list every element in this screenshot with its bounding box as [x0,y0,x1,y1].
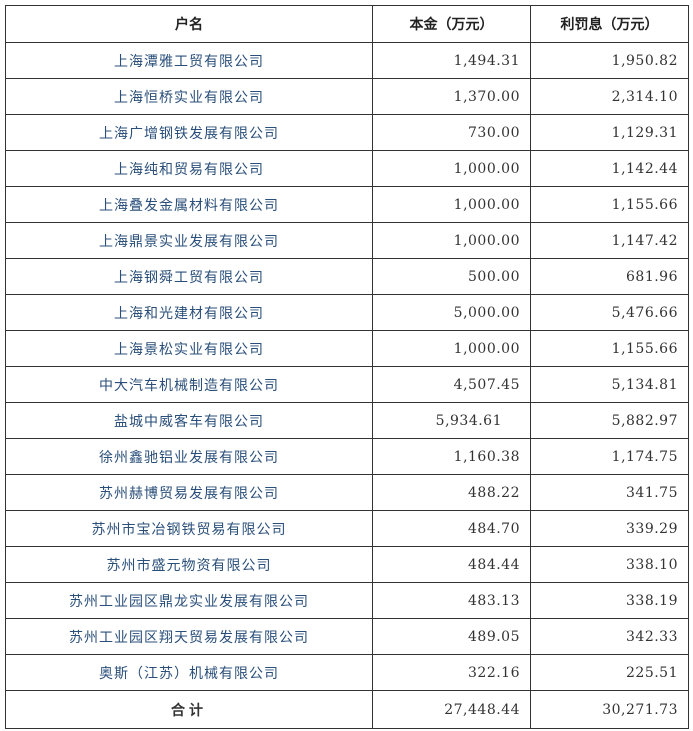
table-row: 上海叠发金属材料有限公司 1,000.00 1,155.66 [5,186,689,223]
company-name: 上海广增钢铁发展有限公司 [5,114,373,151]
table-row: 中大汽车机械制造有限公司 4,507.45 5,134.81 [5,366,689,403]
table-row: 苏州工业园区鼎龙实业发展有限公司 483.13 338.19 [5,582,689,619]
amount-cell: 1,000.00 [372,222,531,259]
amount-cell: 1,155.66 [530,330,689,367]
company-name: 奥斯（江苏）机械有限公司 [5,654,373,691]
amount-cell: 4,507.45 [372,366,531,403]
table-row: 上海广增钢铁发展有限公司 730.00 1,129.31 [5,114,689,151]
company-name: 盐城中威客车有限公司 [5,402,373,439]
company-name: 上海景松实业有限公司 [5,330,373,367]
amount-cell: 500.00 [372,258,531,295]
amount-cell: 5,882.97 [530,402,689,439]
table-body: 上海潭雅工贸有限公司 1,494.31 1,950.82 上海恒桥实业有限公司 1,37… [5,42,689,729]
company-name: 中大汽车机械制造有限公司 [5,366,373,403]
company-name: 上海和光建材有限公司 [5,294,373,331]
table-row: 上海鼎景实业发展有限公司 1,000.00 1,147.42 [5,222,689,259]
amount-cell: 1,000.00 [372,186,531,223]
amount-cell: 338.19 [530,582,689,619]
table-row: 盐城中威客车有限公司 5,934.61 5,882.97 [5,402,689,439]
amount-cell: 1,950.82 [530,42,689,79]
amount-cell: 322.16 [372,654,531,691]
amount-cell: 484.44 [372,546,531,583]
table-row: 苏州市盛元物资有限公司 484.44 338.10 [5,546,689,583]
table-row: 上海和光建材有限公司 5,000.00 5,476.66 [5,294,689,331]
header-cell: 本金（万元） [372,5,531,43]
amount-cell: 342.33 [530,618,689,655]
amount-cell: 339.29 [530,510,689,547]
amount-cell: 489.05 [372,618,531,655]
amount-cell: 1,174.75 [530,438,689,475]
table-row: 苏州工业园区翔天贸易发展有限公司 489.05 342.33 [5,618,689,655]
table-row: 苏州市宝冶钢铁贸易有限公司 484.70 339.29 [5,510,689,547]
amount-cell: 1,147.42 [530,222,689,259]
company-name: 苏州工业园区翔天贸易发展有限公司 [5,618,373,655]
amount-cell: 1,129.31 [530,114,689,151]
table-row: 上海恒桥实业有限公司 1,370.00 2,314.10 [5,78,689,115]
company-name: 上海钢舜工贸有限公司 [5,258,373,295]
table-row: 上海钢舜工贸有限公司 500.00 681.96 [5,258,689,295]
amount-cell: 484.70 [372,510,531,547]
amount-cell: 681.96 [530,258,689,295]
amount-cell: 1,000.00 [372,150,531,187]
total-amount: 30,271.73 [530,690,689,729]
amount-cell: 1,142.44 [530,150,689,187]
amount-cell: 341.75 [530,474,689,511]
table-row: 上海潭雅工贸有限公司 1,494.31 1,950.82 [5,42,689,79]
total-amount: 27,448.44 [372,690,531,729]
amount-cell: 488.22 [372,474,531,511]
amount-cell: 225.51 [530,654,689,691]
amount-cell: 5,134.81 [530,366,689,403]
company-name: 上海鼎景实业发展有限公司 [5,222,373,259]
company-name: 苏州工业园区鼎龙实业发展有限公司 [5,582,373,619]
table-row: 上海景松实业有限公司 1,000.00 1,155.66 [5,330,689,367]
amount-cell: 483.13 [372,582,531,619]
company-name: 苏州市盛元物资有限公司 [5,546,373,583]
table-row: 苏州赫博贸易发展有限公司 488.22 341.75 [5,474,689,511]
header-cell: 利罚息（万元） [530,5,689,43]
amount-cell: 5,000.00 [372,294,531,331]
table-row: 上海纯和贸易有限公司 1,000.00 1,142.44 [5,150,689,187]
total-row: 合计 27,448.44 30,271.73 [5,690,689,729]
header-cell: 户名 [5,5,373,43]
company-name: 苏州赫博贸易发展有限公司 [5,474,373,511]
amount-cell: 1,494.31 [372,42,531,79]
amount-cell: 5,476.66 [530,294,689,331]
company-name: 上海叠发金属材料有限公司 [5,186,373,223]
amount-cell: 5,934.61 [372,402,531,439]
company-name: 上海纯和贸易有限公司 [5,150,373,187]
loan-table: 户名 本金（万元） 利罚息（万元） 上海潭雅工贸有限公司 1,494.31 1,950.… [5,5,689,729]
amount-cell: 730.00 [372,114,531,151]
amount-cell: 1,160.38 [372,438,531,475]
total-label: 合计 [5,690,373,729]
amount-cell: 1,000.00 [372,330,531,367]
company-name: 上海潭雅工贸有限公司 [5,42,373,79]
amount-cell: 1,370.00 [372,78,531,115]
company-name: 徐州鑫驰铝业发展有限公司 [5,438,373,475]
table-row: 徐州鑫驰铝业发展有限公司 1,160.38 1,174.75 [5,438,689,475]
table-row: 奥斯（江苏）机械有限公司 322.16 225.51 [5,654,689,691]
amount-cell: 1,155.66 [530,186,689,223]
header-row: 户名 本金（万元） 利罚息（万元） [5,5,689,43]
amount-cell: 2,314.10 [530,78,689,115]
company-name: 苏州市宝冶钢铁贸易有限公司 [5,510,373,547]
company-name: 上海恒桥实业有限公司 [5,78,373,115]
amount-cell: 338.10 [530,546,689,583]
